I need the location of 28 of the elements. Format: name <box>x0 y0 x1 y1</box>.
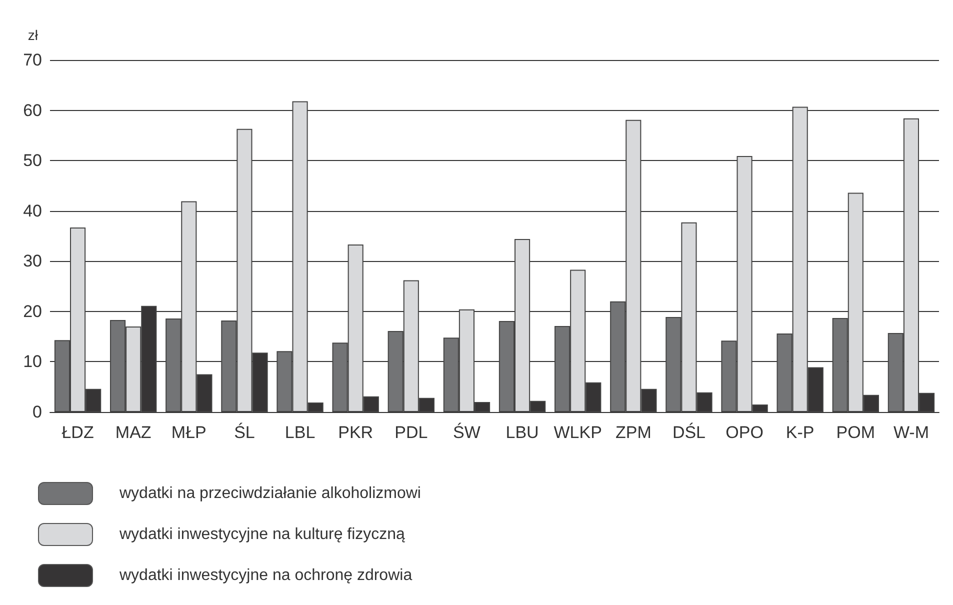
y-tick-label: 10 <box>23 352 42 372</box>
x-tick-label: PDL <box>394 423 428 442</box>
x-tick-label: K-P <box>786 423 814 442</box>
y-tick-label: 20 <box>23 302 42 321</box>
x-tick-label: LBU <box>506 423 539 442</box>
x-tick-label: ŚW <box>453 422 480 442</box>
x-tick-label: DŚL <box>672 422 706 442</box>
y-tick-label: 60 <box>23 100 42 120</box>
x-tick-label: ŁDZ <box>62 423 94 442</box>
x-tick-label: ŚL <box>234 422 255 442</box>
x-tick-label: ZPM <box>615 423 652 442</box>
y-axis-title: zł <box>28 27 39 43</box>
y-tick-label: 30 <box>23 252 42 271</box>
x-tick-label: MŁP <box>171 423 206 442</box>
legend-label: wydatki inwestycyjne na ochronę zdrowia <box>118 567 412 584</box>
y-tick-label: 0 <box>32 402 42 422</box>
x-tick-label: PKR <box>338 423 374 442</box>
y-tick-label: 50 <box>23 151 42 170</box>
x-tick-label: OPO <box>726 423 764 442</box>
y-tick-label: 40 <box>23 201 42 220</box>
y-tick-label: 70 <box>23 50 42 70</box>
legend-label: wydatki inwestycyjne na kulturę fizyczną <box>118 526 406 543</box>
x-tick-label: WLKP <box>554 423 602 442</box>
x-tick-label: POM <box>836 423 876 442</box>
x-tick-label: LBL <box>284 423 316 442</box>
legend-label: wydatki na przeciwdziałanie alkoholizmowi <box>118 485 421 502</box>
x-tick-label: MAZ <box>115 423 152 442</box>
x-tick-label: W-M <box>893 423 929 442</box>
